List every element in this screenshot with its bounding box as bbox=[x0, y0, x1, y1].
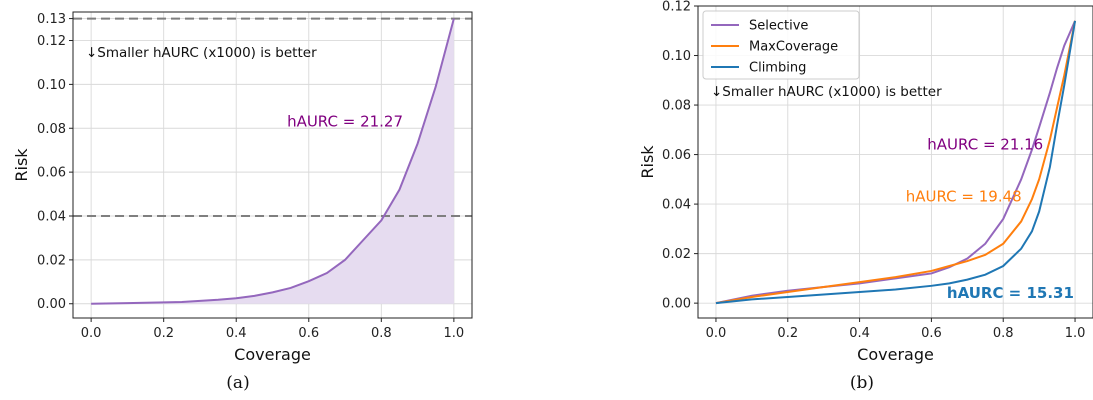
y-tick-label: 0.02 bbox=[37, 253, 66, 268]
series-line-climbing bbox=[715, 20, 1077, 305]
y-tick-label: 0.10 bbox=[662, 49, 691, 64]
hAURC-annotation: hAURC = 15.31 bbox=[947, 284, 1074, 302]
legend-label: Selective bbox=[749, 19, 808, 34]
x-tick-label: 0.8 bbox=[371, 326, 392, 341]
y-tick-label: 0.04 bbox=[662, 198, 691, 213]
series-line-maxcoverage bbox=[715, 20, 1077, 305]
y-tick-label: 0.04 bbox=[37, 210, 66, 225]
chart-panel-a: 0.0 0.2 0.4 0.6 0.8 1.0 0.00 0.02 0.04 0.06 0.08 0.… bbox=[12, 11, 473, 393]
y-tick-label: 0.00 bbox=[662, 297, 691, 312]
x-tick-label: 0.2 bbox=[153, 326, 174, 341]
x-tick-label: 1.0 bbox=[1065, 326, 1086, 341]
y-tick-label: 0.08 bbox=[37, 122, 66, 137]
x-tick-label: 0.4 bbox=[226, 326, 247, 341]
panel-caption: (b) bbox=[850, 373, 874, 393]
note-text: ↓Smaller hAURC (x1000) is better bbox=[711, 84, 942, 100]
axes-frame bbox=[72, 11, 473, 319]
x-tick-label: 0.4 bbox=[849, 326, 870, 341]
y-tick-label: 0.02 bbox=[662, 247, 691, 262]
x-axis-label: Coverage bbox=[234, 345, 311, 364]
y-axis-label: Risk bbox=[12, 148, 31, 182]
panel-caption: (a) bbox=[226, 373, 249, 393]
series-line-risk bbox=[91, 18, 455, 305]
x-tick-label: 0.0 bbox=[81, 326, 102, 341]
y-axis-label: Risk bbox=[638, 145, 657, 179]
x-tick-label: 0.8 bbox=[993, 326, 1014, 341]
y-tick-label: 0.12 bbox=[662, 0, 691, 15]
x-tick-label: 0.2 bbox=[777, 326, 798, 341]
axes-frame bbox=[697, 5, 1093, 319]
legend-label: MaxCoverage bbox=[749, 40, 838, 55]
legend-label: Climbing bbox=[749, 61, 806, 76]
hAURC-annotation: hAURC = 21.16 bbox=[927, 136, 1043, 154]
y-tick-label: 0.10 bbox=[37, 78, 66, 93]
y-tick-label: 0.06 bbox=[37, 166, 66, 181]
area-fill bbox=[91, 18, 454, 304]
x-axis-label: Coverage bbox=[857, 345, 934, 364]
chart-panel-b: 0.0 0.2 0.4 0.6 0.8 1.0 0.00 0.02 0.04 0.06 0.08 0.… bbox=[638, 0, 1093, 393]
x-tick-label: 0.0 bbox=[706, 326, 727, 341]
y-tick-label: 0.13 bbox=[37, 12, 66, 27]
x-tick-label: 0.6 bbox=[921, 326, 942, 341]
y-tick-label: 0.00 bbox=[37, 297, 66, 312]
x-tick-label: 0.6 bbox=[298, 326, 319, 341]
hAURC-annotation: hAURC = 19.48 bbox=[906, 188, 1022, 206]
x-tick-label: 1.0 bbox=[444, 326, 465, 341]
y-tick-label: 0.12 bbox=[37, 34, 66, 49]
note-text: ↓Smaller hAURC (x1000) is better bbox=[86, 45, 317, 61]
legend-box bbox=[702, 10, 860, 80]
y-tick-label: 0.06 bbox=[662, 148, 691, 163]
y-tick-label: 0.08 bbox=[662, 99, 691, 114]
hAURC-annotation: hAURC = 21.27 bbox=[287, 113, 403, 131]
